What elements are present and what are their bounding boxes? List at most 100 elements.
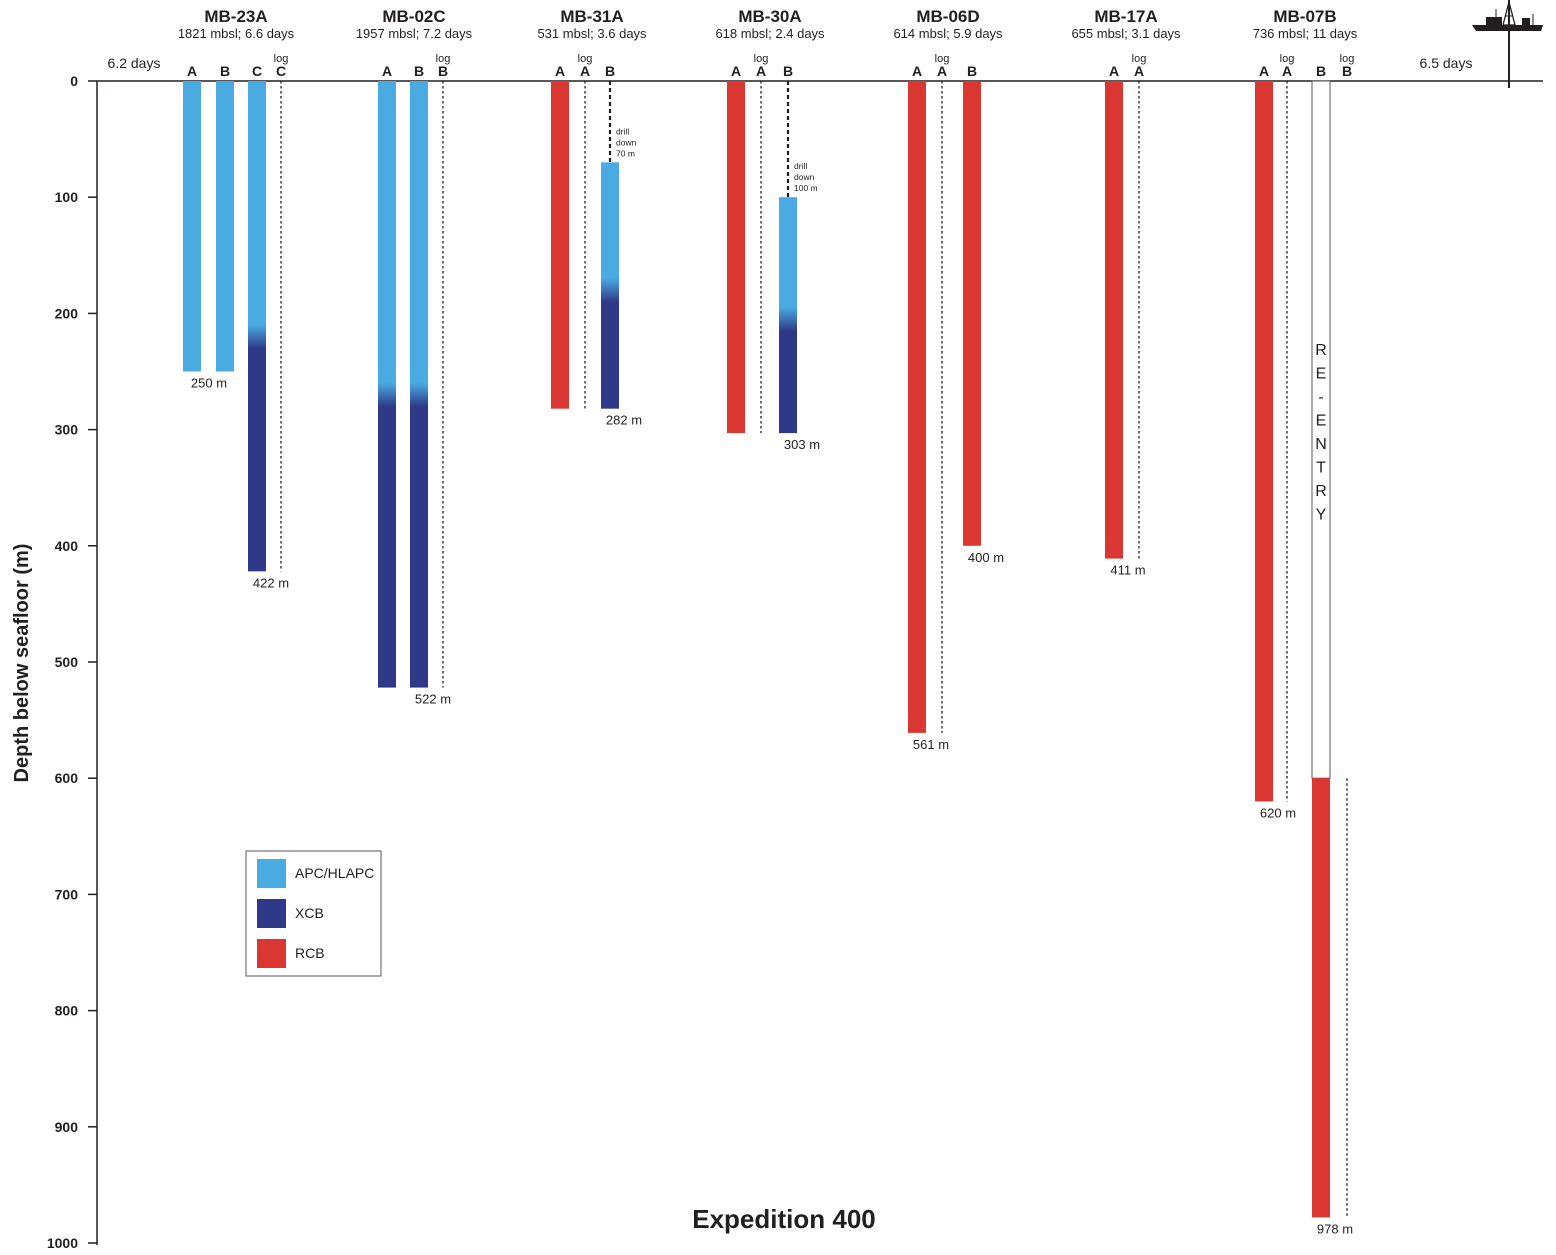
hole-label: A — [1259, 63, 1269, 79]
hole-label: A — [580, 63, 590, 79]
legend-label-xcb: XCB — [295, 905, 324, 921]
depth-label: 522 m — [415, 692, 451, 707]
core-bar-rcb — [1255, 81, 1273, 802]
hole-label: A — [1282, 63, 1292, 79]
core-bar-apc — [183, 81, 201, 372]
reentry-letter: E — [1316, 413, 1327, 430]
core-bar-xcb — [378, 394, 396, 688]
core-bar-xcb — [410, 394, 428, 688]
y-tick-label: 400 — [55, 538, 79, 554]
y-tick-label: 500 — [55, 654, 79, 670]
site-name: MB-23A — [204, 7, 267, 26]
y-tick-label: 300 — [55, 422, 79, 438]
depth-label: 978 m — [1317, 1221, 1353, 1236]
drill-down-note: down — [794, 172, 815, 182]
y-tick-label: 700 — [55, 886, 79, 902]
y-tick-label: 900 — [55, 1119, 79, 1135]
core-transition — [601, 278, 619, 303]
core-bar-apc — [601, 162, 619, 291]
hole-label: A — [731, 63, 741, 79]
site-name: MB-30A — [738, 7, 801, 26]
depth-label: 400 m — [968, 550, 1004, 565]
log-label: log — [935, 53, 950, 65]
drill-ship-icon — [1472, 0, 1543, 88]
drill-down-note: 70 m — [616, 148, 635, 158]
reentry-letter: Y — [1316, 507, 1327, 524]
reentry-letter: N — [1315, 436, 1327, 453]
depth-label: 303 m — [784, 437, 820, 452]
transit-days-start: 6.2 days — [108, 55, 161, 71]
core-bar-apc — [410, 81, 428, 395]
hole-label: B — [605, 63, 615, 79]
core-bar-rcb — [1105, 81, 1123, 559]
site-name: MB-17A — [1094, 7, 1157, 26]
y-axis-title: Depth below seafloor (m) — [11, 544, 33, 783]
log-label: log — [1280, 53, 1295, 65]
depth-label: 282 m — [606, 413, 642, 428]
hole-label: A — [756, 63, 766, 79]
y-tick-label: 0 — [70, 73, 78, 89]
drill-down-note: down — [616, 137, 637, 147]
site-subtitle: 618 mbsl; 2.4 days — [715, 26, 825, 41]
legend-swatch-apc — [257, 859, 286, 888]
reentry-letter: T — [1316, 460, 1326, 477]
depth-label: 620 m — [1260, 805, 1296, 820]
depth-label: 250 m — [191, 376, 227, 391]
depth-label: 411 m — [1110, 563, 1145, 578]
core-bar-rcb — [551, 81, 569, 409]
site-name: MB-31A — [560, 7, 623, 26]
hole-label: A — [187, 63, 197, 79]
log-label: log — [754, 53, 769, 65]
reentry-letter: R — [1315, 342, 1327, 359]
depth-label: 561 m — [913, 737, 949, 752]
hole-label: A — [937, 63, 947, 79]
log-label: log — [274, 53, 289, 65]
hole-label: C — [252, 63, 262, 79]
hole-label: B — [414, 63, 424, 79]
reentry-letter: R — [1315, 483, 1327, 500]
core-bar-apc — [378, 81, 396, 395]
depth-label: 422 m — [253, 575, 289, 590]
core-bar-rcb — [727, 81, 745, 434]
y-tick-label: 200 — [55, 305, 79, 321]
site-subtitle: 1957 mbsl; 7.2 days — [356, 26, 473, 41]
y-tick-label: 100 — [55, 189, 79, 205]
site-name: MB-07B — [1273, 7, 1336, 26]
core-bar-apc — [248, 81, 266, 337]
core-bar-rcb — [908, 81, 926, 733]
site-subtitle: 531 mbsl; 3.6 days — [537, 26, 647, 41]
reentry-letter: - — [1318, 389, 1323, 406]
site-subtitle: 1821 mbsl; 6.6 days — [178, 26, 295, 41]
hole-label: B — [220, 63, 230, 79]
transit-days-end: 6.5 days — [1420, 55, 1473, 71]
site-name: MB-06D — [916, 7, 979, 26]
log-label: log — [1340, 53, 1355, 65]
legend-swatch-rcb — [257, 939, 286, 968]
core-bar-xcb — [248, 336, 266, 572]
log-label: log — [578, 53, 593, 65]
core-bar-rcb — [963, 81, 981, 546]
hole-label: A — [555, 63, 565, 79]
legend-swatch-xcb — [257, 899, 286, 928]
site-subtitle: 655 mbsl; 3.1 days — [1071, 26, 1181, 41]
legend: APC/HLAPC XCB RCB — [245, 850, 382, 977]
hole-label: A — [1134, 63, 1144, 79]
core-bar-apc — [779, 197, 797, 320]
core-transition — [410, 382, 428, 407]
legend-label-rcb: RCB — [295, 945, 325, 961]
core-bar-xcb — [601, 290, 619, 409]
core-transition — [248, 324, 266, 349]
site-subtitle: 614 mbsl; 5.9 days — [893, 26, 1003, 41]
drill-down-note: drill — [616, 126, 629, 136]
core-bar-apc — [216, 81, 234, 372]
log-label: log — [1132, 53, 1147, 65]
core-bar-xcb — [779, 319, 797, 434]
hole-label: B — [1342, 63, 1352, 79]
